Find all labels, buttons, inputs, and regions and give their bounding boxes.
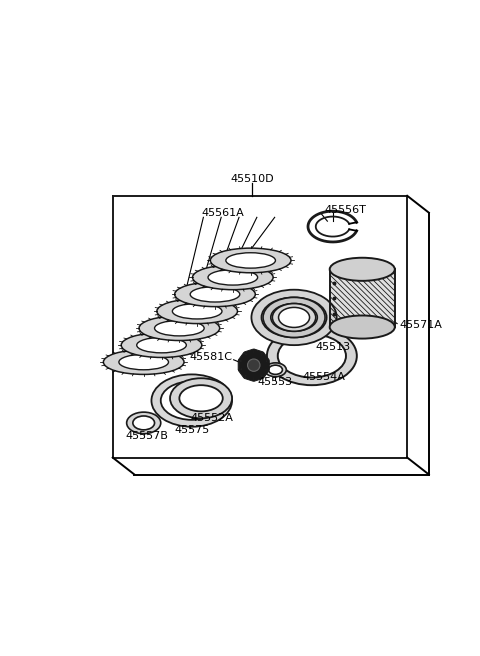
- Ellipse shape: [119, 354, 168, 370]
- Bar: [330, 270, 395, 327]
- Bar: [330, 270, 395, 327]
- Polygon shape: [261, 369, 269, 378]
- Text: 45581C: 45581C: [189, 352, 232, 363]
- Ellipse shape: [278, 335, 346, 377]
- Polygon shape: [238, 360, 243, 370]
- Polygon shape: [244, 349, 253, 356]
- Ellipse shape: [267, 327, 357, 385]
- Ellipse shape: [180, 385, 223, 411]
- Ellipse shape: [152, 375, 232, 427]
- Ellipse shape: [103, 350, 184, 375]
- Ellipse shape: [170, 379, 232, 419]
- Ellipse shape: [157, 299, 238, 323]
- Ellipse shape: [133, 416, 155, 430]
- Text: 45513: 45513: [316, 342, 351, 352]
- Polygon shape: [254, 375, 263, 381]
- Text: 45557B: 45557B: [126, 431, 169, 441]
- Ellipse shape: [264, 363, 286, 377]
- Ellipse shape: [262, 297, 326, 337]
- Ellipse shape: [263, 297, 325, 337]
- Ellipse shape: [208, 270, 258, 285]
- Polygon shape: [239, 352, 247, 361]
- Ellipse shape: [192, 265, 273, 290]
- Ellipse shape: [139, 316, 220, 340]
- Ellipse shape: [155, 321, 204, 336]
- Text: 45553: 45553: [258, 377, 293, 387]
- Ellipse shape: [272, 304, 316, 331]
- Ellipse shape: [268, 365, 282, 375]
- Ellipse shape: [172, 304, 222, 319]
- Text: 45556T: 45556T: [324, 205, 366, 215]
- Ellipse shape: [330, 316, 395, 338]
- Ellipse shape: [330, 258, 395, 281]
- Ellipse shape: [271, 304, 317, 331]
- Polygon shape: [261, 352, 269, 361]
- Text: 45552A: 45552A: [191, 413, 233, 422]
- Polygon shape: [244, 375, 253, 381]
- Polygon shape: [254, 349, 263, 356]
- Text: 45510D: 45510D: [230, 174, 274, 184]
- Ellipse shape: [190, 287, 240, 302]
- Text: 45575: 45575: [174, 425, 209, 435]
- Ellipse shape: [161, 381, 223, 420]
- Ellipse shape: [226, 253, 276, 268]
- Ellipse shape: [278, 308, 310, 327]
- Polygon shape: [239, 369, 247, 378]
- Text: 45561A: 45561A: [202, 209, 244, 218]
- Ellipse shape: [175, 282, 255, 306]
- Text: 45571A: 45571A: [399, 320, 443, 330]
- Ellipse shape: [121, 333, 202, 358]
- Ellipse shape: [127, 412, 161, 434]
- Polygon shape: [265, 360, 269, 370]
- Ellipse shape: [210, 248, 291, 273]
- Circle shape: [242, 354, 265, 377]
- Ellipse shape: [137, 337, 186, 353]
- Text: 45554A: 45554A: [302, 373, 345, 382]
- Circle shape: [248, 359, 260, 371]
- Ellipse shape: [252, 290, 336, 345]
